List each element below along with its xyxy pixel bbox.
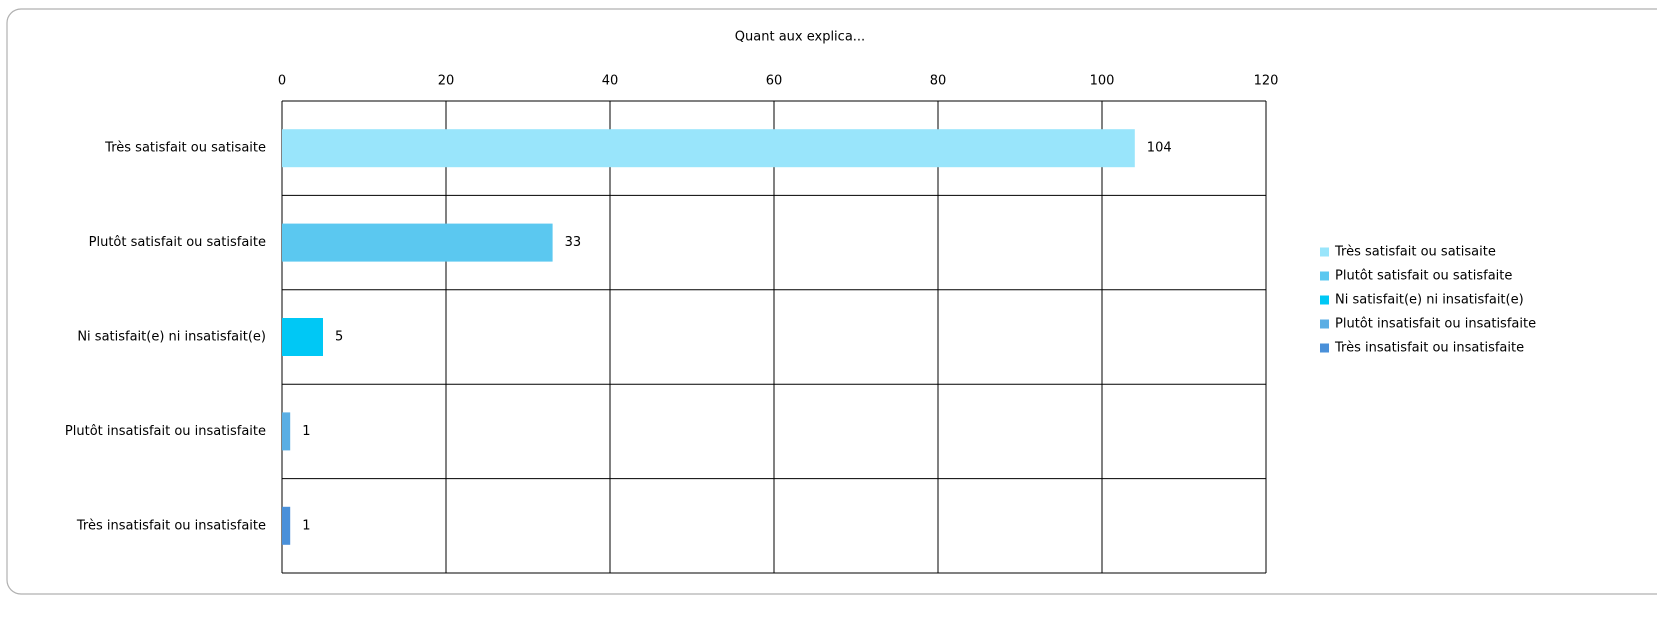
legend-label: Très satisfait ou satisaite [1334, 245, 1496, 260]
bar [282, 129, 1135, 168]
x-tick-label: 40 [602, 74, 619, 89]
x-tick-label: 20 [438, 74, 455, 89]
legend-swatch [1320, 319, 1329, 329]
legend-label: Plutôt insatisfait ou insatisfaite [1335, 317, 1536, 332]
y-tick-label: Ni satisfait(e) ni insatisfait(e) [77, 330, 266, 345]
bar [282, 506, 291, 545]
y-tick-label: Très satisfait ou satisaite [104, 141, 266, 156]
x-tick-label: 100 [1090, 74, 1115, 89]
x-tick-label: 60 [766, 74, 783, 89]
bar [282, 412, 291, 451]
legend-label: Plutôt satisfait ou satisfaite [1335, 269, 1512, 284]
data-label: 104 [1147, 141, 1172, 156]
bar [282, 318, 323, 356]
x-tick-label: 80 [930, 74, 947, 89]
legend-swatch [1320, 247, 1329, 257]
legend-swatch [1320, 343, 1329, 353]
legend-swatch [1320, 271, 1329, 281]
data-label: 1 [302, 518, 310, 533]
x-tick-label: 120 [1254, 74, 1279, 89]
legend-label: Très insatisfait ou insatisfaite [1334, 341, 1524, 356]
legend-label: Ni satisfait(e) ni insatisfait(e) [1335, 293, 1524, 308]
data-label: 33 [565, 235, 582, 250]
legend-swatch [1320, 295, 1329, 305]
y-tick-label: Plutôt insatisfait ou insatisfaite [65, 424, 266, 439]
chart-title: Quant aux explica... [735, 30, 865, 45]
y-tick-label: Très insatisfait ou insatisfaite [76, 518, 266, 533]
data-label: 1 [302, 424, 310, 439]
bar [282, 223, 553, 262]
y-tick-label: Plutôt satisfait ou satisfaite [89, 235, 266, 250]
x-tick-label: 0 [278, 74, 286, 89]
data-label: 5 [335, 330, 343, 345]
